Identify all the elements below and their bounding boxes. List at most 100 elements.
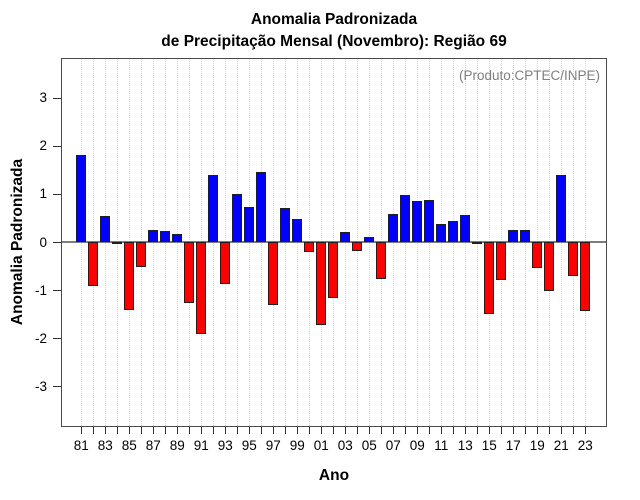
x-tick-label: 01 (313, 438, 329, 453)
x-tick-label: 17 (505, 438, 521, 453)
x-tick (80, 427, 83, 434)
x-tick (140, 427, 143, 434)
x-tick (296, 427, 299, 434)
x-tick (488, 427, 491, 434)
source-annotation: (Produto:CPTEC/INPE) (458, 68, 600, 83)
anomaly-bar (99, 216, 110, 242)
anomaly-bar (111, 242, 122, 244)
x-tick (452, 427, 455, 434)
x-tick (380, 427, 383, 434)
anomaly-bar (303, 242, 314, 252)
x-tick (152, 427, 155, 434)
x-tick (320, 427, 323, 434)
anomaly-bar (279, 207, 290, 242)
x-tick (416, 427, 419, 434)
x-tick (548, 427, 551, 434)
x-tick (560, 427, 563, 434)
y-tick (53, 97, 61, 100)
x-tick-label: 15 (481, 438, 497, 453)
x-tick (332, 427, 335, 434)
anomaly-bar (171, 233, 182, 242)
x-tick-label: 03 (337, 438, 353, 453)
x-axis-label: Ano (318, 467, 350, 484)
anomaly-bar (447, 220, 458, 242)
x-tick-label: 19 (529, 438, 545, 453)
anomaly-bar (183, 242, 194, 303)
x-tick (512, 427, 515, 434)
anomaly-bar (219, 242, 230, 285)
x-tick (356, 427, 359, 434)
x-tick (500, 427, 503, 434)
x-tick (368, 427, 371, 434)
x-tick-label: 93 (217, 438, 233, 453)
anomaly-bar (339, 232, 350, 242)
x-tick-label: 89 (169, 438, 185, 453)
anomaly-bar (255, 172, 266, 242)
x-tick (116, 427, 119, 434)
x-tick (584, 427, 587, 434)
anomaly-bar (399, 194, 410, 242)
x-tick (176, 427, 179, 434)
plot-area: (Produto:CPTEC/INPE) (61, 58, 607, 427)
x-tick-label: 83 (97, 438, 113, 453)
x-tick-label: 11 (434, 438, 449, 453)
anomaly-bar (459, 215, 470, 242)
anomaly-bar (387, 214, 398, 242)
x-tick (92, 427, 95, 434)
x-tick (224, 427, 227, 434)
x-tick-label: 81 (73, 438, 89, 453)
y-tick-label: -3 (34, 378, 47, 394)
x-tick (236, 427, 239, 434)
x-tick-label: 87 (145, 438, 161, 453)
y-tick (53, 337, 61, 340)
anomaly-bar (147, 229, 158, 242)
anomaly-bar (567, 242, 578, 277)
x-tick (308, 427, 311, 434)
anomaly-bar (519, 229, 530, 242)
anomaly-bar (351, 242, 362, 251)
anomaly-bar (159, 231, 170, 242)
x-tick-label: 95 (241, 438, 257, 453)
x-tick-label: 23 (577, 438, 593, 453)
y-tick-label: -1 (34, 282, 47, 298)
anomaly-bar (507, 229, 518, 242)
x-tick-label: 07 (385, 438, 401, 453)
anomaly-bar (363, 237, 374, 242)
anomaly-bar (471, 242, 482, 245)
anomaly-bar (267, 242, 278, 306)
x-tick (572, 427, 575, 434)
anomaly-bar (135, 242, 146, 268)
y-tick (53, 241, 61, 244)
anomaly-bar (291, 218, 302, 242)
y-tick (53, 193, 61, 196)
x-tick-label: 91 (193, 438, 209, 453)
x-tick (428, 427, 431, 434)
anomaly-bar (411, 201, 422, 242)
anomaly-bar (531, 242, 542, 269)
x-tick (164, 427, 167, 434)
x-tick-label: 97 (265, 438, 281, 453)
anomaly-bar (315, 242, 326, 326)
x-tick (260, 427, 263, 434)
x-tick (536, 427, 539, 434)
anomaly-bar (75, 155, 86, 242)
x-tick (104, 427, 107, 434)
anomaly-bar (195, 242, 206, 335)
x-tick (476, 427, 479, 434)
anomaly-bar (123, 242, 134, 311)
y-tick-label: -2 (34, 330, 47, 346)
chart-title-line2: de Precipitação Mensal (Novembro): Regiã… (161, 33, 507, 50)
y-tick (53, 145, 61, 148)
anomaly-bar (207, 174, 218, 242)
x-tick (200, 427, 203, 434)
x-tick-label: 99 (289, 438, 305, 453)
anomaly-bar (327, 242, 338, 299)
x-tick (344, 427, 347, 434)
y-tick-label: 1 (39, 186, 47, 202)
y-tick-label: 0 (39, 234, 47, 250)
x-tick (188, 427, 191, 434)
x-tick-label: 05 (361, 438, 377, 453)
y-tick (53, 289, 61, 292)
anomaly-bar (243, 207, 254, 242)
